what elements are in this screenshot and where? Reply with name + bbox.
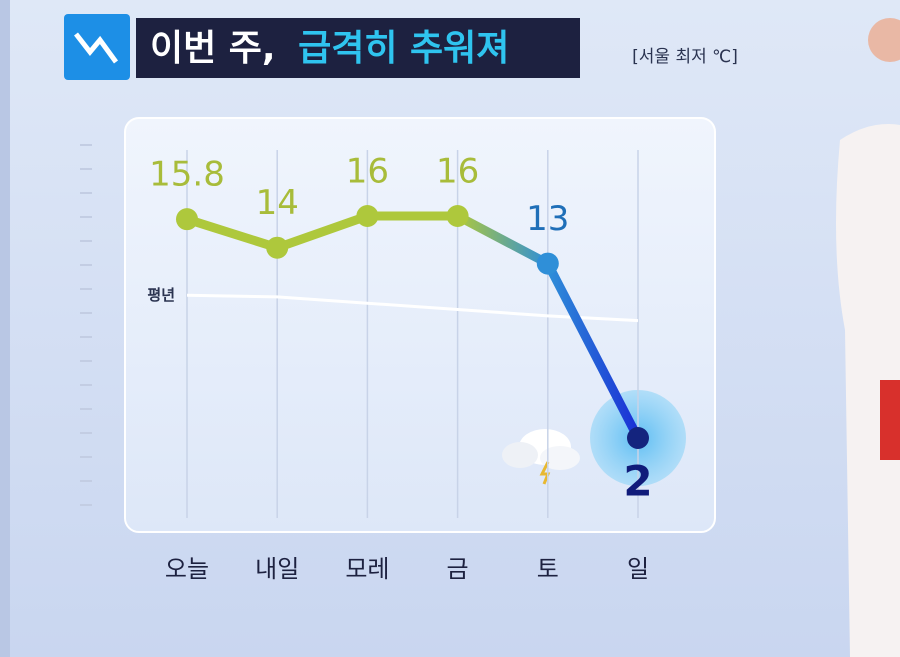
x-tick-label: 모레	[345, 555, 389, 583]
value-label: 15.8	[149, 155, 225, 195]
temperature-point	[356, 205, 379, 227]
title-icon-arrow	[74, 32, 119, 64]
title-highlight: 급격히 추워져	[298, 28, 509, 69]
value-label: 14	[256, 183, 299, 223]
x-tick-label: 내일	[255, 555, 299, 583]
x-tick-label: 금	[447, 555, 469, 583]
value-label: 2	[623, 457, 652, 506]
x-tick-label: 토	[537, 555, 559, 583]
presenter-head	[868, 18, 900, 62]
temperature-point	[176, 208, 198, 231]
title-bar	[136, 18, 580, 78]
x-tick-label: 일	[627, 555, 649, 583]
temperature-point	[446, 205, 469, 227]
presenter	[836, 124, 900, 657]
chart-panel	[124, 117, 716, 533]
x-tick-label: 오늘	[165, 555, 209, 583]
value-label: 13	[526, 199, 569, 239]
value-label: 16	[346, 152, 389, 192]
weather-icon	[502, 429, 580, 485]
chart-title: 이번 주, 급격히 추워져	[150, 28, 509, 69]
presenter-skirt	[880, 380, 900, 460]
edge	[0, 0, 10, 657]
temperature-point	[627, 427, 649, 449]
value-label: 16	[436, 152, 479, 192]
title-lead: 이번 주,	[150, 28, 276, 69]
temperature-line	[182, 211, 643, 443]
normal-label: 평년	[147, 286, 175, 304]
temperature-point	[266, 236, 289, 259]
chart-subtitle: [서울 최저 ℃]	[632, 47, 738, 67]
normal-line	[186, 293, 639, 323]
temperature-point	[536, 252, 559, 275]
